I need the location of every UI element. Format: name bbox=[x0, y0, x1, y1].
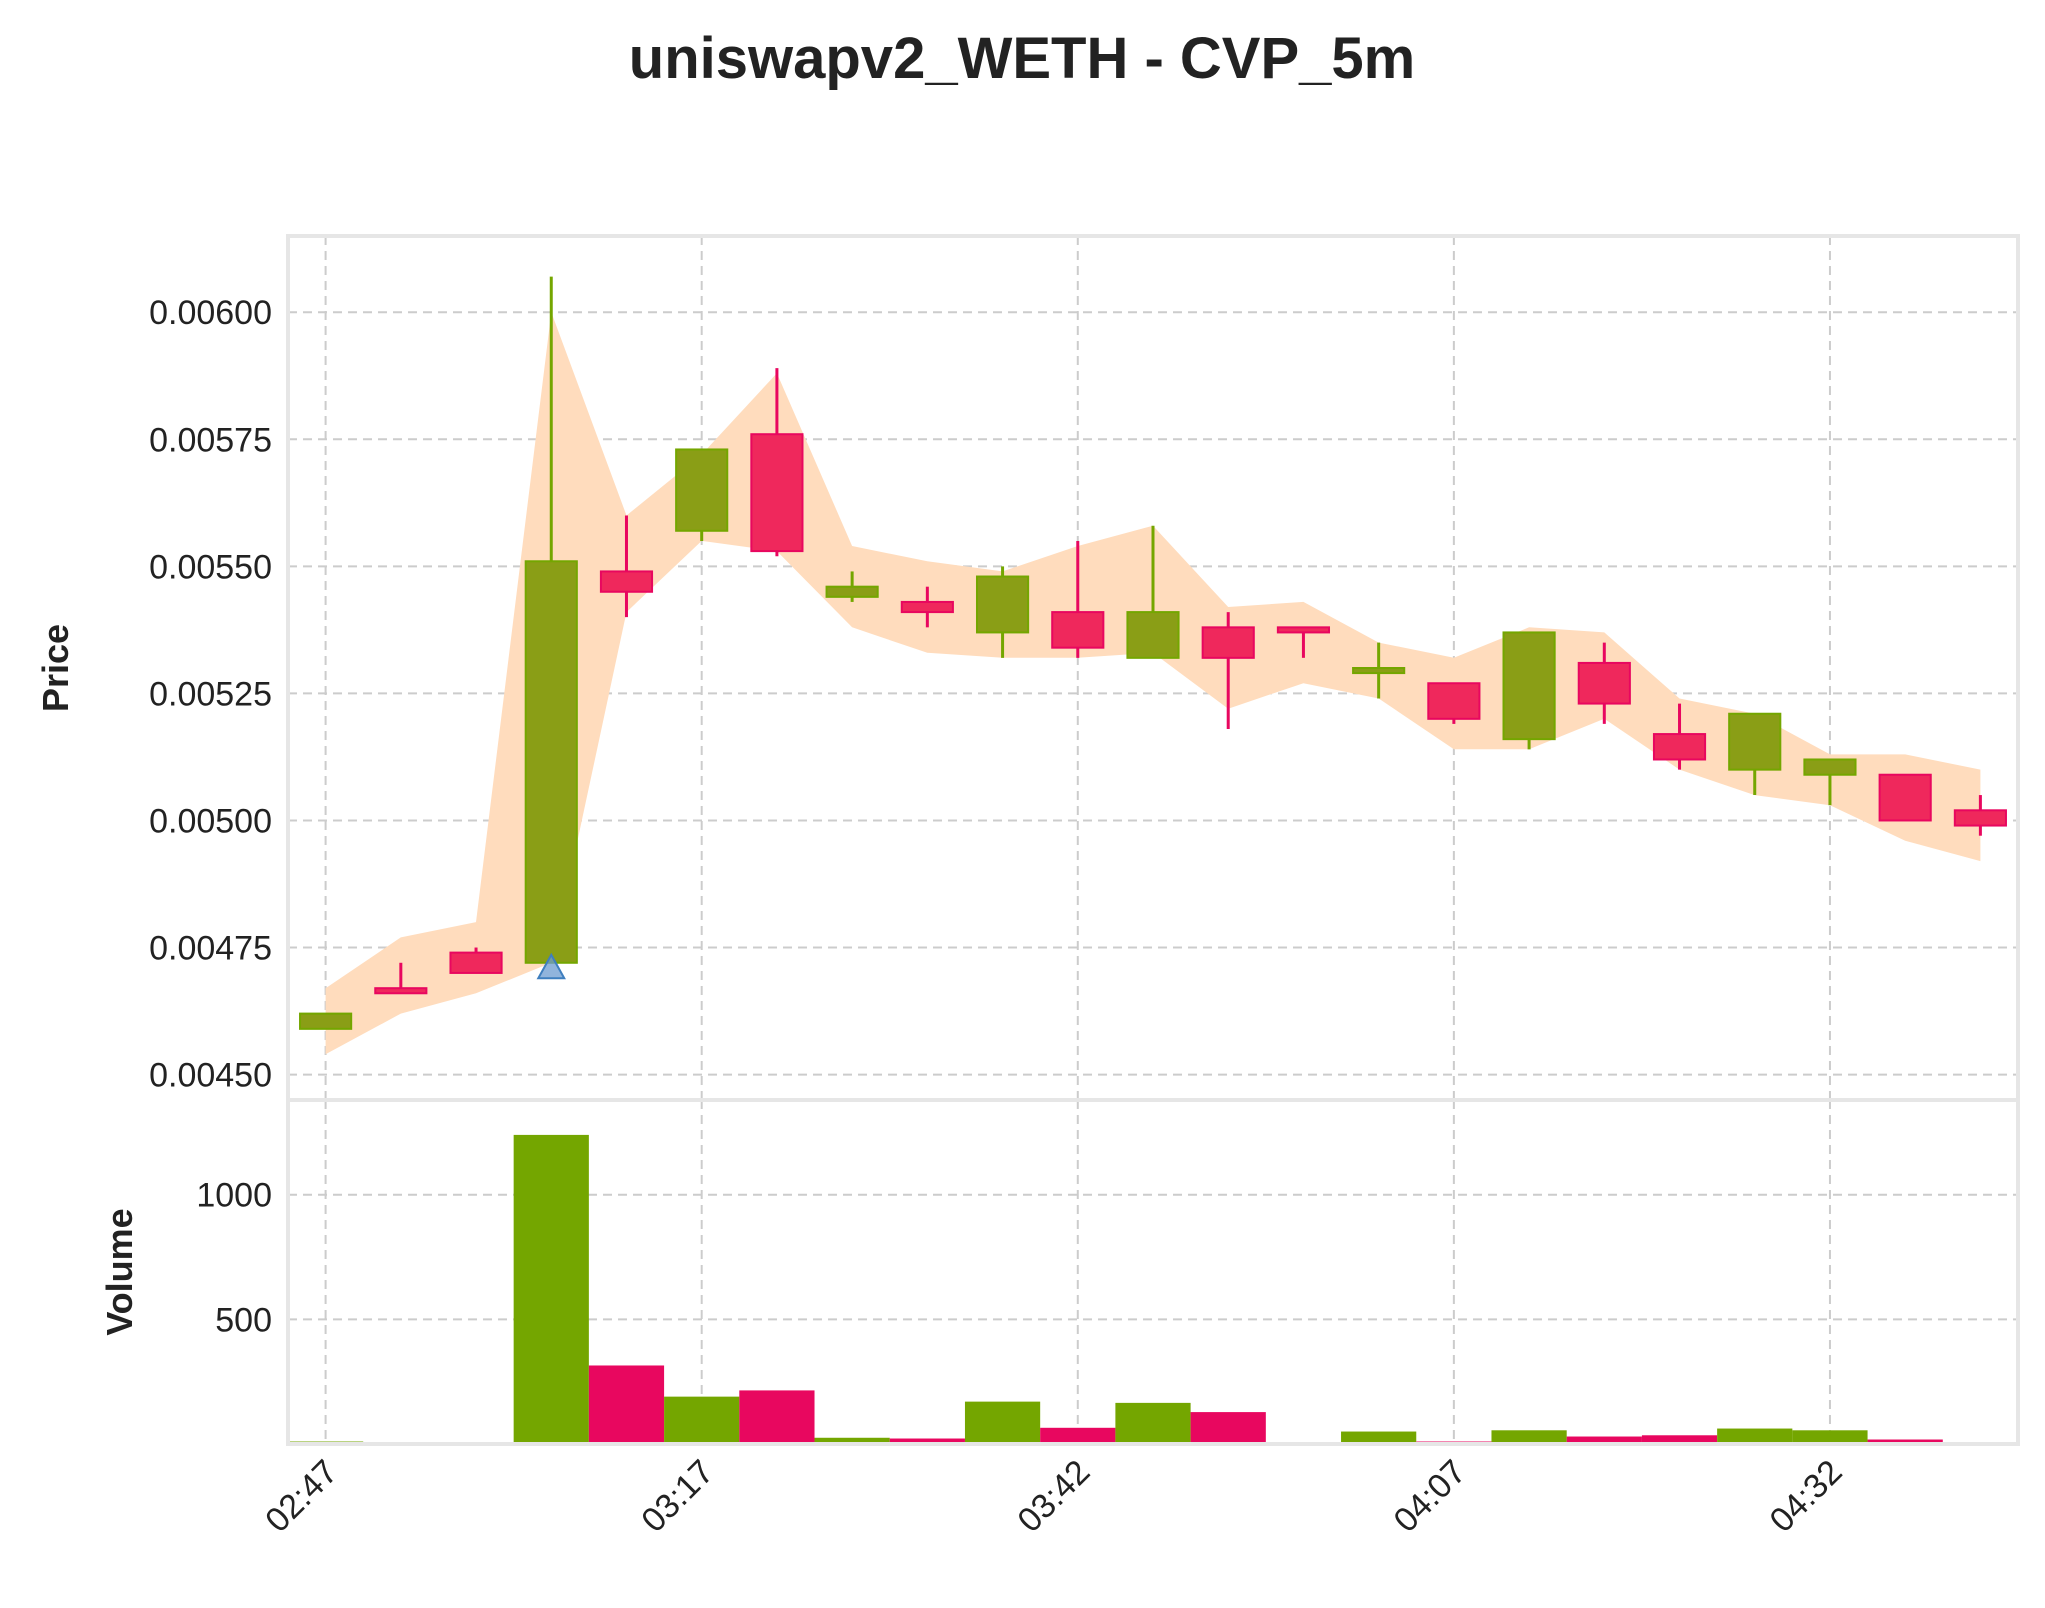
candle-body bbox=[1201, 626, 1255, 659]
volume-bar bbox=[588, 1365, 665, 1444]
candle-body bbox=[1051, 611, 1105, 649]
volume-bar bbox=[1792, 1430, 1868, 1444]
candle-body bbox=[675, 448, 729, 532]
candle-body bbox=[1352, 667, 1406, 675]
buy-signal-marker bbox=[536, 952, 566, 980]
volume-bar bbox=[814, 1437, 890, 1444]
candle-body bbox=[1953, 809, 2007, 827]
price-axis-ticks: 0.00450 0.00475 0.00500 0.00525 0.00550 0.005… bbox=[149, 294, 272, 1094]
volume-bar bbox=[1641, 1435, 1718, 1444]
volume-bar bbox=[1867, 1439, 1943, 1444]
price-envelope-band bbox=[325, 312, 1981, 1055]
candle-bodies bbox=[299, 433, 2007, 1030]
price-axis-label: Price bbox=[35, 624, 76, 712]
candle-body bbox=[1728, 712, 1782, 771]
candle-body bbox=[1276, 626, 1331, 634]
price-tick-label: 0.00450 bbox=[149, 1057, 272, 1095]
candle-body bbox=[1126, 611, 1180, 659]
candle-body bbox=[1803, 758, 1857, 776]
candle-body bbox=[599, 570, 654, 593]
volume-tick-label: 1000 bbox=[196, 1177, 272, 1215]
candle-body bbox=[524, 560, 578, 964]
volume-bar bbox=[1341, 1431, 1417, 1444]
price-tick-label: 0.00600 bbox=[149, 294, 272, 332]
price-tick-label: 0.00550 bbox=[149, 548, 272, 586]
volume-bar bbox=[889, 1438, 965, 1444]
time-tick-label: 03:42 bbox=[1010, 1453, 1097, 1540]
candle-body bbox=[374, 987, 428, 995]
volume-panel-frame bbox=[286, 1098, 2020, 1446]
volume-bar bbox=[1717, 1428, 1793, 1444]
candle-body bbox=[1878, 773, 1932, 822]
volume-bar bbox=[1115, 1402, 1191, 1444]
time-tick-label: 04:07 bbox=[1386, 1453, 1473, 1540]
volume-bars bbox=[288, 1134, 2018, 1444]
price-tick-label: 0.00575 bbox=[149, 421, 272, 459]
candle-body bbox=[825, 585, 879, 598]
volume-bar bbox=[739, 1390, 815, 1444]
volume-bar bbox=[664, 1396, 740, 1444]
time-tick-label: 03:17 bbox=[634, 1453, 721, 1540]
candle-body bbox=[1652, 733, 1707, 761]
volume-axis-label: Volume bbox=[99, 1208, 140, 1335]
candle-body bbox=[449, 951, 503, 974]
candle-body bbox=[975, 575, 1030, 634]
signal-markers bbox=[536, 952, 566, 980]
price-tick-label: 0.00475 bbox=[149, 930, 272, 968]
price-tick-label: 0.00525 bbox=[149, 675, 272, 713]
volume-axis-ticks: 500 1000 bbox=[196, 1177, 272, 1340]
candle-body bbox=[1577, 661, 1631, 705]
candle-body bbox=[1502, 631, 1556, 741]
volume-bar bbox=[1190, 1412, 1266, 1444]
time-axis-ticks: 02:47 03:17 03:42 04:07 04:32 bbox=[258, 1453, 1849, 1540]
volume-bar bbox=[1040, 1427, 1116, 1444]
candle-body bbox=[750, 433, 804, 553]
time-tick-label: 02:47 bbox=[258, 1453, 345, 1540]
candle-body bbox=[299, 1012, 353, 1030]
volume-bar bbox=[964, 1401, 1041, 1444]
volume-bar bbox=[1491, 1430, 1567, 1444]
chart-title: uniswapv2_WETH - CVP_5m bbox=[629, 26, 1415, 91]
volume-bar bbox=[1566, 1436, 1642, 1444]
price-tick-label: 0.00500 bbox=[149, 802, 272, 840]
candle-body bbox=[1427, 682, 1481, 720]
time-tick-label: 04:32 bbox=[1763, 1453, 1850, 1540]
volume-bar bbox=[513, 1134, 589, 1444]
volume-tick-label: 500 bbox=[215, 1301, 272, 1339]
candle-body bbox=[900, 600, 954, 614]
